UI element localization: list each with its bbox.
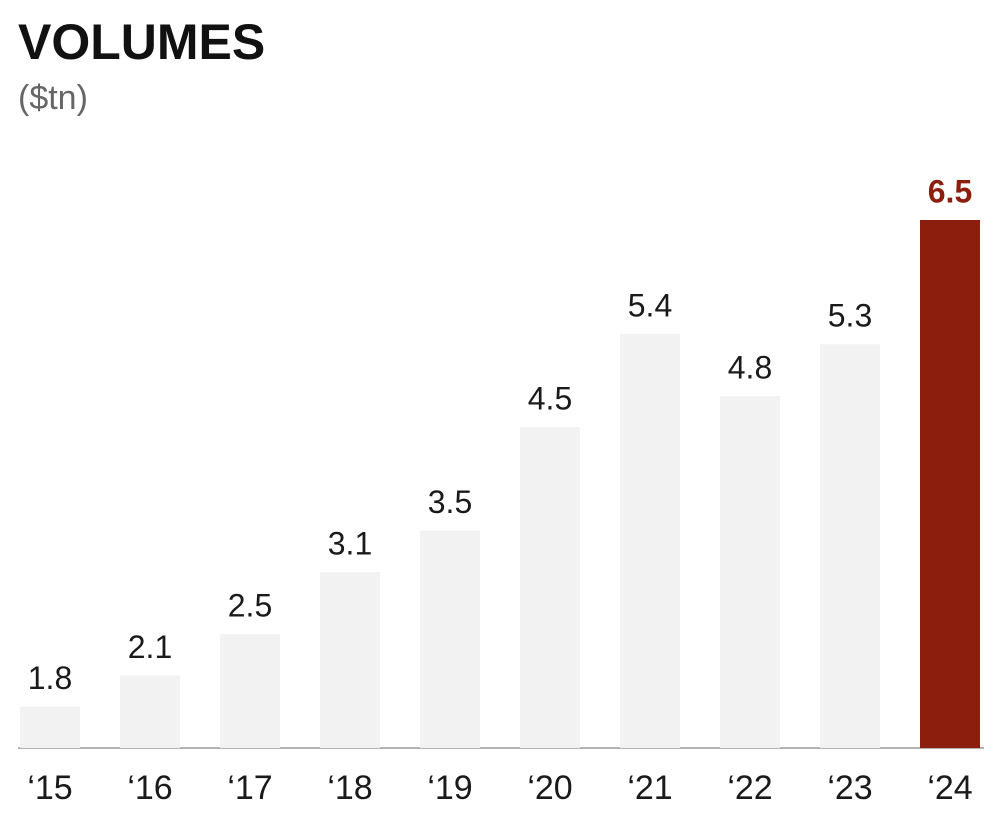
bar	[620, 333, 680, 748]
x-tick-label: ‘23	[827, 769, 872, 807]
x-tick-label: ‘22	[727, 769, 772, 807]
value-label: 3.1	[328, 525, 372, 561]
x-tick-label: ‘21	[627, 769, 672, 807]
bar	[120, 675, 180, 748]
bar	[220, 634, 280, 748]
chart-subtitle: ($tn)	[18, 79, 88, 117]
bar	[720, 396, 780, 748]
x-tick-label: ‘15	[27, 769, 72, 807]
value-label: 6.5	[928, 173, 972, 209]
x-tick-label: ‘17	[227, 769, 272, 807]
bar	[520, 427, 580, 748]
value-label: 5.3	[828, 298, 872, 334]
value-label: 2.1	[128, 629, 172, 665]
value-label: 4.5	[528, 381, 572, 417]
bar	[20, 706, 80, 748]
x-tick-label: ‘24	[927, 769, 972, 807]
bar	[320, 572, 380, 748]
x-tick-label: ‘20	[527, 769, 572, 807]
x-tick-label: ‘16	[127, 769, 172, 807]
bar	[420, 530, 480, 748]
x-tick-label: ‘19	[427, 769, 472, 807]
value-label: 1.8	[28, 660, 72, 696]
value-label: 4.8	[728, 349, 772, 385]
value-label: 5.4	[628, 287, 672, 323]
bar	[820, 344, 880, 748]
chart-title: VOLUMES	[18, 14, 265, 70]
value-label: 2.5	[228, 588, 272, 624]
x-tick-label: ‘18	[327, 769, 372, 807]
bar	[920, 220, 980, 748]
value-label: 3.5	[428, 484, 472, 520]
